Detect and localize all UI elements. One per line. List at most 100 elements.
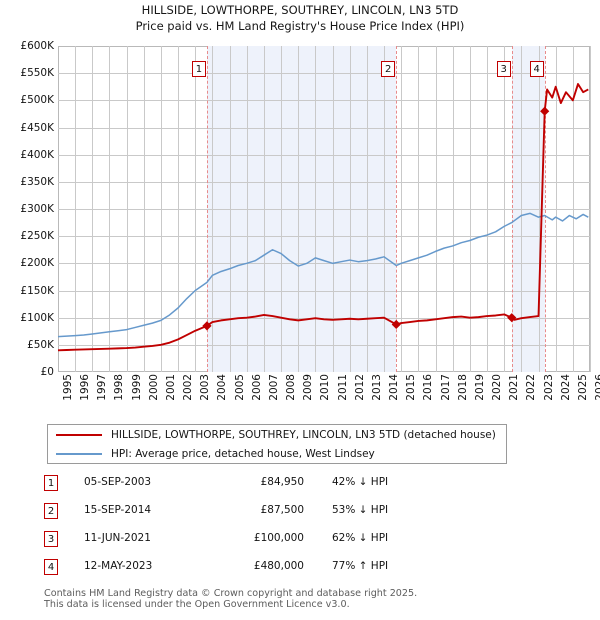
grid-line-vertical [418,46,420,372]
grid-line-vertical [143,46,145,372]
transaction-hpi-delta: 62% ↓ HPI [332,532,389,544]
y-tick-label: £600K [20,40,54,52]
sale-point-marker [507,313,517,323]
event-marker-box-4: 4 [529,61,544,77]
x-tick-label: 1997 [96,374,109,401]
transaction-date: 05-SEP-2003 [84,476,152,488]
x-tick-label: 2008 [285,374,298,401]
grid-line-vertical [332,46,334,372]
x-axis-labels: 1995 1996 1997 1998 1999 2000 2001 2002 2003 2004… [58,374,600,418]
grid-line-vertical [590,46,591,372]
x-tick-label: 2007 [267,374,280,401]
grid-line-vertical [555,46,557,372]
grid-line-horizontal [58,127,590,129]
grid-line-vertical [452,46,454,372]
grid-line-vertical [178,46,180,372]
legend-swatch-price-paid [56,434,102,436]
y-tick-label: £350K [20,175,54,188]
event-marker-line [544,46,546,372]
event-marker-line [511,46,513,372]
table-row: 2 15-SEP-2014 £87,500 53% ↓ HPI [44,500,464,528]
grid-line-horizontal [58,209,590,210]
x-tick-label: 2025 [576,374,589,401]
transaction-price: £84,950 [260,476,304,488]
x-tick-label: 2010 [319,374,332,401]
grid-line-vertical [75,46,77,372]
x-tick-label: 2019 [473,374,486,401]
legend-item-hpi: HPI: Average price, detached house, West… [48,444,375,464]
event-marker-box-2: 2 [381,61,396,77]
title-line-1: HILLSIDE, LOWTHORPE, SOUTHREY, LINCOLN, … [141,3,459,17]
transaction-date: 15-SEP-2014 [84,504,152,516]
legend-item-price-paid: HILLSIDE, LOWTHORPE, SOUTHREY, LINCOLN, … [48,425,496,445]
table-row: 3 11-JUN-2021 £100,000 62% ↓ HPI [44,528,464,556]
grid-line-vertical [538,46,540,372]
x-tick-label: 2024 [559,374,572,401]
x-tick-label: 2014 [388,374,401,401]
page-title: HILLSIDE, LOWTHORPE, SOUTHREY, LINCOLN, … [0,2,600,34]
transaction-index: 3 [44,531,58,547]
grid-line-vertical [315,46,317,372]
x-tick-label: 2002 [182,374,195,401]
grid-line-vertical [109,46,111,372]
transaction-date: 11-JUN-2021 [84,532,151,544]
table-row: 1 05-SEP-2003 £84,950 42% ↓ HPI [44,472,464,500]
grid-line-horizontal [58,344,590,346]
transactions-table: 1 05-SEP-2003 £84,950 42% ↓ HPI 2 15-SEP-2014… [44,472,464,584]
transaction-hpi-delta: 42% ↓ HPI [332,476,389,488]
grid-line-vertical [92,46,94,372]
x-tick-label: 2012 [353,374,366,401]
x-tick-label: 2011 [336,374,349,401]
y-tick-label: £50K [27,338,54,351]
grid-line-vertical [504,46,506,372]
chart-legend: HILLSIDE, LOWTHORPE, SOUTHREY, LINCOLN, … [47,424,507,464]
y-axis-labels: £0 £50K £100K £150K £200K £250K £300K £350K £400… [0,41,54,378]
x-tick-label: 2000 [147,374,160,401]
x-tick-label: 2023 [542,374,555,401]
footer-line-2: This data is licensed under the Open Gov… [44,599,350,610]
x-tick-label: 1999 [130,374,143,401]
grid-line-vertical [521,46,523,372]
x-tick-label: 2018 [456,374,469,401]
y-tick-label: £300K [20,203,54,215]
y-tick-label: £500K [20,94,54,107]
grid-line-horizontal [58,73,590,75]
x-tick-label: 2022 [525,374,538,401]
x-tick-label: 1995 [62,374,74,401]
footer-line-1: Contains HM Land Registry data © Crown c… [44,588,418,599]
y-tick-label: £550K [20,67,54,80]
grid-line-horizontal [58,317,590,319]
transaction-price: £87,500 [260,504,304,516]
grid-line-vertical [212,46,214,372]
grid-line-horizontal [58,236,590,238]
legend-swatch-hpi [56,453,102,455]
grid-line-vertical [281,46,283,372]
transaction-date: 12-MAY-2023 [84,560,153,572]
event-marker-box-1: 1 [191,61,206,77]
grid-line-vertical [126,46,128,372]
sale-point-marker [202,321,212,331]
x-tick-label: 2004 [216,374,229,401]
x-tick-label: 2021 [508,374,521,401]
grid-line-horizontal [58,263,590,265]
x-tick-label: 2003 [199,374,212,401]
grid-line-horizontal [58,100,590,102]
x-tick-label: 2017 [439,374,452,401]
y-tick-label: £0 [40,366,54,378]
y-tick-label: £450K [20,121,54,134]
series-line [57,212,589,338]
grid-line-horizontal [58,181,590,183]
event-marker-line [206,46,208,372]
grid-line-vertical [160,46,162,372]
title-line-2: Price paid vs. HM Land Registry's House … [135,19,465,33]
transaction-index: 4 [44,559,58,575]
x-tick-label: 2026 [594,374,600,401]
x-tick-label: 1996 [79,374,92,401]
table-row: 4 12-MAY-2023 £480,000 77% ↑ HPI [44,556,464,584]
transaction-hpi-delta: 53% ↓ HPI [332,504,389,516]
x-tick-label: 2001 [164,374,177,401]
sale-point-marker [391,319,401,330]
grid-line-horizontal [58,154,590,156]
legend-label-price-paid: HILLSIDE, LOWTHORPE, SOUTHREY, LINCOLN, … [111,429,496,441]
grid-line-vertical [195,46,197,372]
